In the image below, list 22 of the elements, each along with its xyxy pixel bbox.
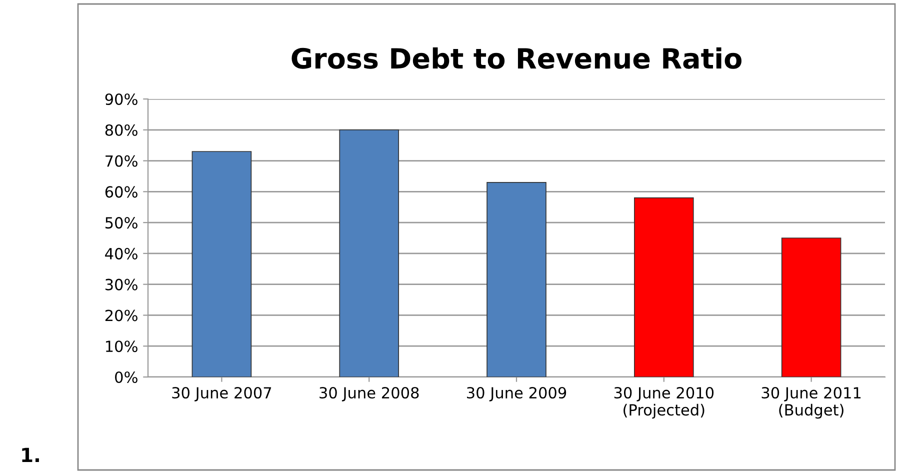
bar: [781, 238, 842, 377]
text: 1.: [22, 448, 39, 462]
y-tick-label: 0%: [115, 371, 138, 384]
y-tick-label: 70%: [106, 155, 138, 167]
y-tick-label: 10%: [106, 340, 138, 352]
x-tick-label: 30 June 2009: [467, 386, 566, 402]
chart-title: Gross Debt to Revenue Ratio: [292, 47, 742, 69]
x-tick-label: 30 June 2011 (Budget): [762, 386, 861, 419]
bar: [192, 151, 252, 377]
x-tick-label: 30 June 2007: [172, 386, 272, 402]
x-tick-label: 30 June 2010 (Projected): [614, 386, 714, 419]
y-tick-label: 60%: [105, 186, 138, 198]
bar: [339, 129, 399, 377]
y-tick-label: 20%: [105, 310, 138, 322]
y-tick-label: 40%: [105, 248, 138, 260]
bar: [486, 182, 546, 377]
y-tick-label: 30%: [105, 278, 138, 290]
y-tick-label: 50%: [106, 217, 138, 229]
x-tick-label: 30 June 2008: [320, 386, 419, 402]
y-tick-label: 80%: [105, 124, 138, 136]
y-tick-label: 90%: [105, 93, 138, 106]
bar: [634, 197, 694, 377]
